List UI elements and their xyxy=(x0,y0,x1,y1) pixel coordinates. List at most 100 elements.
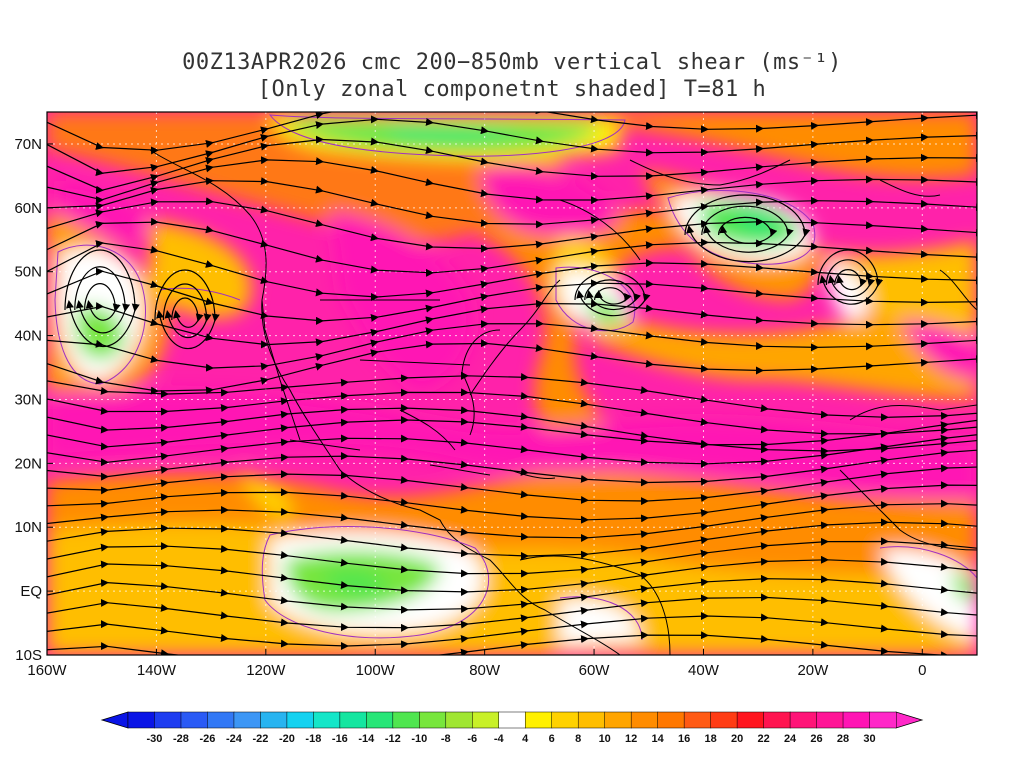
lat-tick-label: EQ xyxy=(20,583,42,600)
streamline xyxy=(171,297,204,328)
colorbar-label: 26 xyxy=(810,733,822,745)
colorbar-swatch xyxy=(127,711,156,729)
streamline xyxy=(574,271,651,317)
colorbar-label: 10 xyxy=(599,733,611,745)
colorbar-label: 4 xyxy=(522,733,529,745)
colorbar-label: 18 xyxy=(704,733,716,745)
streamline xyxy=(84,283,121,321)
colorbar-swatch xyxy=(604,711,632,729)
colorbar-label: -4 xyxy=(494,733,505,745)
colorbar-swatch xyxy=(577,711,606,729)
lat-tick-label: 60N xyxy=(14,200,42,217)
streamline xyxy=(64,249,140,348)
streamline xyxy=(162,283,212,339)
lon-tick-label: 160W xyxy=(27,662,67,679)
colorbar-swatch xyxy=(816,711,844,729)
streamline xyxy=(684,194,811,263)
colorbar-label: -28 xyxy=(173,733,189,745)
colorbar-swatch xyxy=(763,711,791,729)
lon-tick-label: 80W xyxy=(469,662,501,679)
colorbar-label: -16 xyxy=(332,733,348,745)
colorbar-label: 6 xyxy=(549,733,555,745)
colorbar-swatch xyxy=(789,711,818,729)
colorbar-swatch xyxy=(869,711,897,729)
colorbar-label: -26 xyxy=(199,733,215,745)
colorbar-swatch xyxy=(657,711,685,729)
colorbar-left-arrow xyxy=(100,711,129,729)
colorbar-swatch xyxy=(683,711,712,729)
streamline xyxy=(718,216,778,244)
map-frame xyxy=(46,111,978,656)
colorbar-label: 16 xyxy=(678,733,690,745)
colorbar-swatch xyxy=(498,711,526,729)
map-title-line2: [Only zonal componetnt shaded] T=81 h xyxy=(257,77,767,102)
streamline xyxy=(154,269,220,350)
streamlines xyxy=(47,112,977,655)
colorbar-label: 20 xyxy=(731,733,743,745)
colorbar-label: 12 xyxy=(625,733,637,745)
lat-tick-label: 10N xyxy=(14,519,42,536)
streamline xyxy=(701,205,794,253)
colorbar: -30 -28 -26 -24 -22 -20 -18 -16 -14 -12 -10 -8 -6 -4 4… xyxy=(100,711,924,745)
lat-tick-label: 30N xyxy=(14,391,42,408)
colorbar-swatch xyxy=(260,711,288,729)
colorbar-label: 30 xyxy=(863,733,875,745)
lon-tick-label: 20W xyxy=(797,662,829,679)
colorbar-swatch xyxy=(524,711,553,729)
colorbar-label: -6 xyxy=(467,733,477,745)
lat-tick-label: 50N xyxy=(14,264,42,281)
colorbar-swatch xyxy=(180,711,209,729)
colorbar-swatch xyxy=(339,711,367,729)
lon-tick-label: 100W xyxy=(356,662,396,679)
streamline xyxy=(594,287,632,305)
colorbar-swatch xyxy=(366,711,394,729)
lon-tick-label: 120W xyxy=(246,662,286,679)
streamline xyxy=(817,249,884,305)
colorbar-label: -14 xyxy=(358,733,375,745)
streamline xyxy=(47,631,977,655)
lat-tick-label: 40N xyxy=(14,328,42,345)
lon-tick-label: 0 xyxy=(918,662,926,679)
streamline xyxy=(825,259,875,298)
colorbar-swatch xyxy=(472,711,500,729)
colorbar-swatch xyxy=(736,711,765,729)
colorbar-swatch xyxy=(233,711,261,729)
lon-tick-label: 40W xyxy=(688,662,720,679)
colorbar-swatch xyxy=(313,711,341,729)
colorbar-label: 28 xyxy=(837,733,849,745)
colorbar-swatch xyxy=(445,711,473,729)
colorbar-swatch xyxy=(551,711,579,729)
colorbar-swatch xyxy=(392,711,420,729)
colorbar-label: -12 xyxy=(385,733,401,745)
lon-tick-label: 140W xyxy=(137,662,177,679)
colorbar-swatch xyxy=(842,711,871,729)
colorbar-label: -18 xyxy=(305,733,321,745)
plot-area xyxy=(47,112,977,655)
colorbar-label: -24 xyxy=(226,733,243,745)
colorbar-label: -8 xyxy=(441,733,451,745)
lat-tick-label: 70N xyxy=(14,136,42,153)
colorbar-right-arrow xyxy=(895,711,924,729)
colorbar-label: 22 xyxy=(757,733,769,745)
map-title-line1: 00Z13APR2026 cmc 200−850mb vertical shea… xyxy=(182,50,842,75)
colorbar-label: 8 xyxy=(575,733,581,745)
colorbar-swatch xyxy=(154,711,182,729)
colorbar-swatch xyxy=(286,711,314,729)
colorbar-label: -30 xyxy=(147,733,163,745)
lat-tick-label: 10S xyxy=(15,647,42,664)
colorbar-swatch xyxy=(207,711,235,729)
streamline xyxy=(834,269,868,291)
lat-tick-label: 20N xyxy=(14,455,42,472)
streamline xyxy=(47,339,977,395)
colorbar-label: 14 xyxy=(652,733,665,745)
colorbar-label: -22 xyxy=(252,733,268,745)
colorbar-swatch xyxy=(710,711,738,729)
colorbar-label: -20 xyxy=(279,733,295,745)
colorbar-label: -10 xyxy=(411,733,427,745)
colorbar-swatch xyxy=(630,711,659,729)
colorbar-swatch xyxy=(419,711,447,729)
colorbar-label: 24 xyxy=(784,733,797,745)
streamline xyxy=(584,279,641,311)
